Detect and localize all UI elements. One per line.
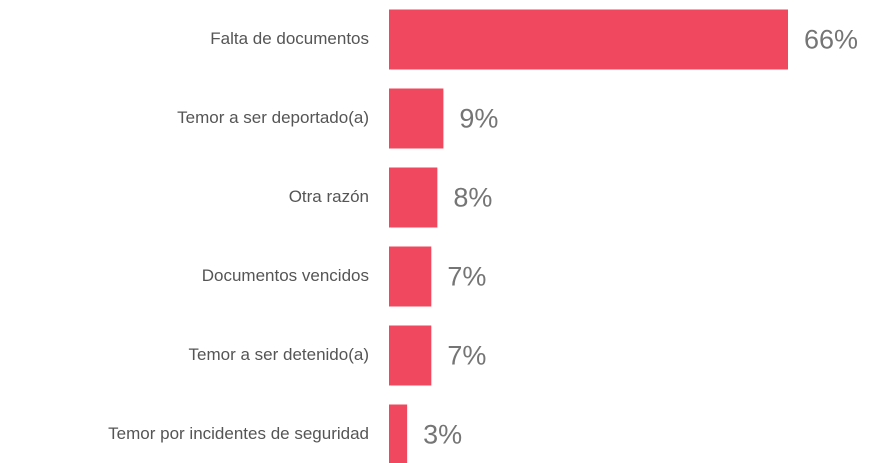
bar: [389, 325, 432, 386]
value-label: 9%: [459, 104, 498, 134]
value-label: 8%: [453, 183, 492, 213]
category-label: Temor por incidentes de seguridad: [108, 424, 369, 443]
value-label: 66%: [804, 25, 858, 55]
value-label: 3%: [423, 420, 462, 450]
bar: [389, 404, 408, 463]
value-label: 7%: [447, 341, 486, 371]
category-label: Otra razón: [289, 187, 369, 206]
bar: [389, 9, 788, 70]
bar: [389, 88, 444, 149]
value-label: 7%: [447, 262, 486, 292]
category-label: Documentos vencidos: [202, 266, 369, 285]
category-label: Temor a ser deportado(a): [177, 108, 369, 127]
category-label: Temor a ser detenido(a): [189, 345, 369, 364]
bar: [389, 167, 438, 228]
category-label: Falta de documentos: [210, 29, 369, 48]
bar: [389, 246, 432, 307]
